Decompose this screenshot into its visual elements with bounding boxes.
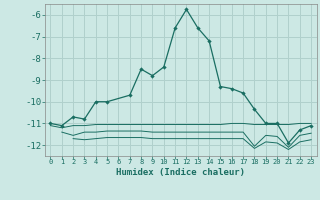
X-axis label: Humidex (Indice chaleur): Humidex (Indice chaleur) [116,168,245,177]
